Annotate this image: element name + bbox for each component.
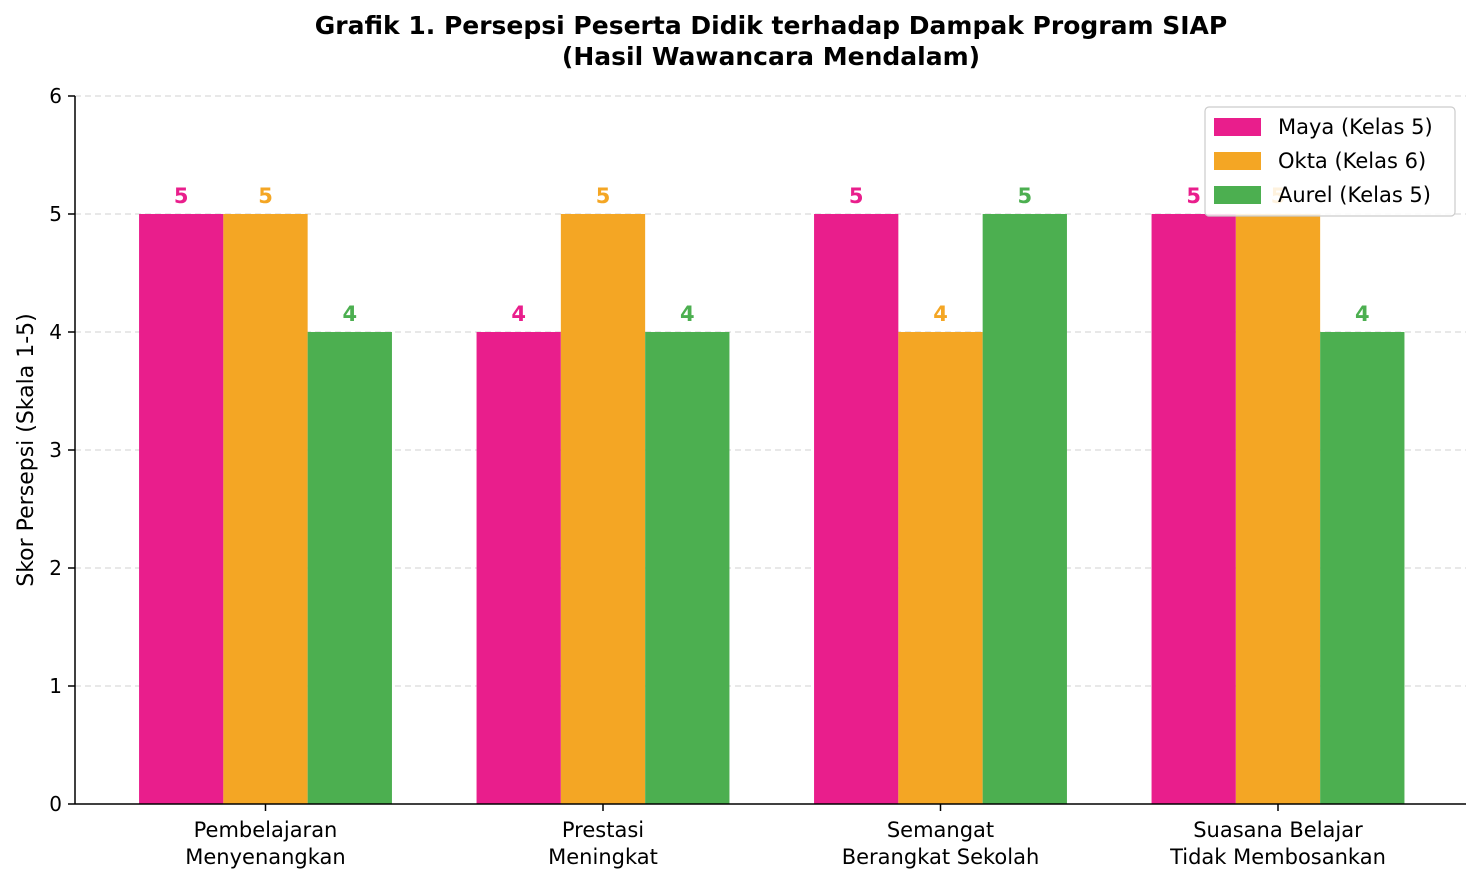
y-tick-label: 2 [49, 556, 62, 580]
data-label: 5 [1017, 184, 1032, 208]
data-label: 4 [1355, 302, 1370, 326]
chart-title: (Hasil Wawancara Mendalam) [562, 42, 980, 71]
bar-1-3 [814, 214, 899, 804]
x-tick-label: Berangkat Sekolah [842, 845, 1040, 869]
legend-label: Maya (Kelas 5) [1278, 115, 1433, 139]
bar-3-2 [645, 332, 730, 804]
y-tick-label: 0 [49, 792, 62, 816]
legend-label: Okta (Kelas 6) [1278, 149, 1426, 173]
legend-box [1204, 106, 1456, 217]
chart-text: Grafik 1. Persepsi Peserta Didik terhada… [14, 11, 1227, 587]
x-tick-label: Meningkat [548, 845, 658, 869]
bar-1-2 [476, 332, 561, 804]
y-tick-label: 1 [49, 674, 62, 698]
legend-swatch [1214, 152, 1261, 170]
data-label: 5 [174, 184, 189, 208]
bar-3-1 [307, 332, 392, 804]
data-label: 4 [933, 302, 948, 326]
bar-1-1 [139, 214, 224, 804]
y-axis-label: Skor Persepsi (Skala 1-5) [14, 313, 39, 587]
bar-2-3 [898, 332, 983, 804]
y-tick-label: 3 [49, 438, 62, 462]
y-tick-label: 6 [49, 84, 62, 108]
axes: 0 1 2 3 4 5 6 Pembelajaran Menyenangkan Prestasi M… [49, 84, 1466, 869]
y-tick-label: 5 [49, 202, 62, 226]
x-tick-label: Pembelajaran [194, 818, 338, 842]
x-tick-label: Prestasi [562, 818, 644, 842]
x-tick-label: Menyenangkan [185, 845, 345, 869]
y-tick-label: 4 [49, 320, 62, 344]
x-tick-label: Tidak Membosankan [1169, 845, 1386, 869]
legend: Maya (Kelas 5) Okta (Kelas 6) Aurel (Kelas… [1204, 106, 1456, 217]
bars [139, 214, 1405, 804]
data-label: 5 [596, 184, 611, 208]
bar-2-1 [223, 214, 308, 804]
bar-1-4 [1151, 214, 1236, 804]
bar-3-3 [982, 214, 1067, 804]
data-label: 4 [342, 302, 357, 326]
legend-swatch [1214, 186, 1261, 204]
bar-3-4 [1320, 332, 1405, 804]
data-label: 4 [511, 302, 526, 326]
legend-swatch [1214, 118, 1261, 136]
legend-label: Aurel (Kelas 5) [1278, 183, 1431, 207]
data-label: 5 [849, 184, 864, 208]
x-tick-label: Semangat [887, 818, 994, 842]
x-tick-label: Suasana Belajar [1193, 818, 1363, 842]
data-label: 5 [1186, 184, 1201, 208]
bar-2-4 [1235, 214, 1321, 804]
chart-title: Grafik 1. Persepsi Peserta Didik terhada… [315, 11, 1227, 40]
bar-2-2 [560, 214, 646, 804]
data-label: 5 [258, 184, 273, 208]
data-label: 4 [680, 302, 695, 326]
